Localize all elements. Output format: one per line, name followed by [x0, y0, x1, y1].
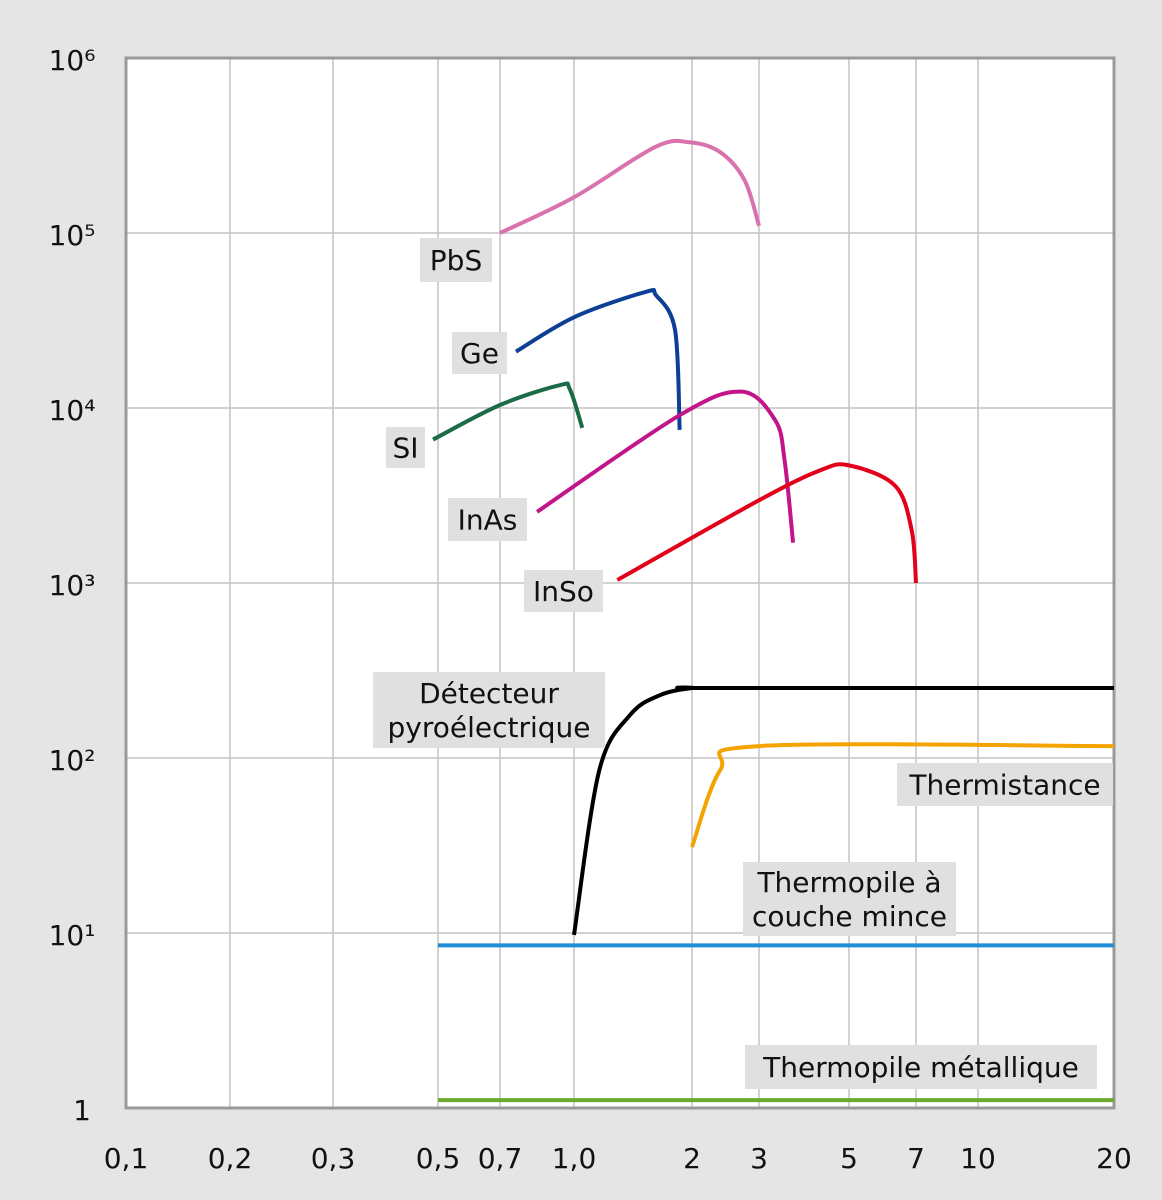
series-line-pbs — [499, 138, 761, 235]
series-label-inas: InAs — [458, 504, 518, 537]
x-tick-label: 5 — [840, 1142, 858, 1175]
series-label-thermopile-: Thermopile à couche mince — [752, 866, 947, 933]
plot-frame — [124, 56, 1116, 1110]
series-label-bg — [452, 332, 507, 374]
series-label-thermistance: Thermistance — [908, 769, 1100, 802]
y-tick-label: 10¹ — [49, 919, 96, 952]
series-label-bg — [897, 763, 1113, 806]
x-tick-label: 20 — [1096, 1142, 1132, 1175]
series-line-inso — [616, 462, 918, 584]
x-tick-label: 0,3 — [311, 1142, 356, 1175]
x-tick-label: 1,0 — [552, 1142, 597, 1175]
series-label-bg — [745, 1045, 1097, 1089]
x-tick-label: 0,1 — [104, 1142, 149, 1175]
series-label-bg — [386, 427, 425, 468]
y-tick-label: 10³ — [49, 569, 96, 602]
series-label-pbs: PbS — [430, 244, 482, 277]
series-line-ge — [514, 287, 682, 430]
series-line-inas — [535, 389, 796, 543]
series-label-thermopile-m-tallique: Thermopile métallique — [762, 1051, 1079, 1084]
series-line-si — [432, 381, 585, 442]
series-label-bg — [373, 672, 605, 748]
series-line-thermistance — [690, 742, 1115, 848]
y-tick-label: 10⁵ — [49, 219, 96, 252]
y-tick-label: 1 — [73, 1094, 91, 1127]
series-label-ge: Ge — [460, 337, 499, 370]
x-tick-label: 2 — [683, 1142, 701, 1175]
x-tick-label: 3 — [750, 1142, 768, 1175]
series-label-bg — [743, 862, 956, 936]
x-tick-label: 10 — [960, 1142, 996, 1175]
x-tick-label: 0,7 — [478, 1142, 523, 1175]
series-label-inso: InSo — [533, 575, 594, 608]
series-line-d-tecteur — [572, 685, 1114, 936]
y-tick-label: 10⁶ — [49, 44, 96, 77]
series-label-bg — [448, 498, 527, 541]
series-label-si: SI — [392, 432, 418, 465]
y-tick-label: 10⁴ — [49, 394, 96, 427]
series-label-bg — [420, 238, 492, 282]
series-label-bg — [524, 570, 603, 612]
x-tick-label: 0,5 — [416, 1142, 461, 1175]
y-tick-label: 10² — [49, 744, 96, 777]
series-label-d-tecteur: Détecteur pyroélectrique — [387, 677, 590, 744]
x-tick-label: 7 — [907, 1142, 925, 1175]
x-tick-label: 0,2 — [208, 1142, 253, 1175]
